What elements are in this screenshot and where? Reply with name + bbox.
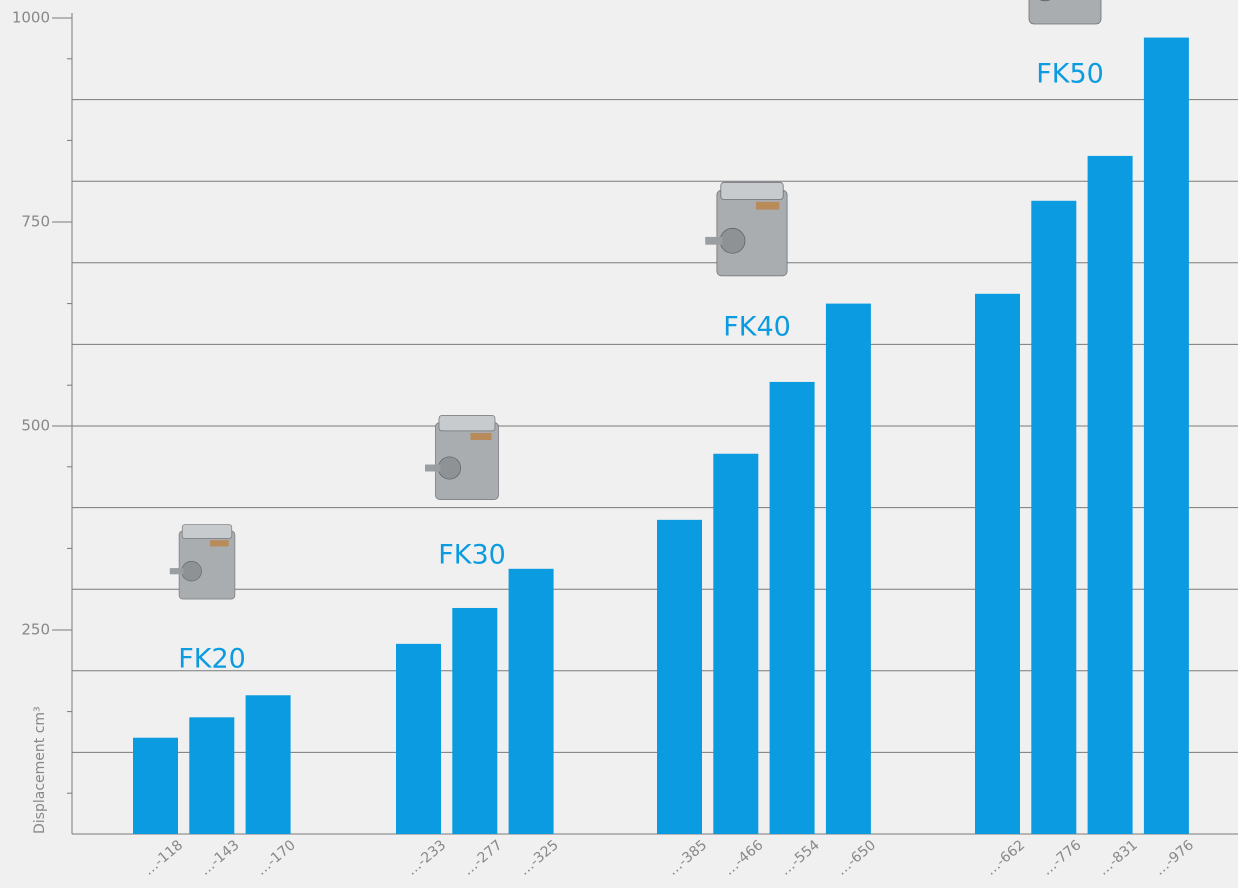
compressor-head — [438, 415, 496, 432]
compressor-image — [705, 181, 788, 277]
x-tick-label: …-650 — [834, 837, 879, 879]
bar — [975, 293, 1020, 835]
compressor-valve — [470, 433, 492, 440]
bar — [657, 519, 702, 834]
y-axis-label: Displacement cm³ — [32, 706, 48, 834]
x-tick-label: …-831 — [1095, 837, 1140, 879]
x-tick-label: …-143 — [197, 837, 242, 879]
compressor-hub — [437, 456, 462, 480]
group-label: FK20 — [178, 644, 246, 675]
compressor-hub — [181, 560, 202, 582]
y-tick-label: 250 — [21, 621, 50, 639]
x-tick-label: …-385 — [665, 837, 710, 879]
x-tick-label: …-976 — [1152, 837, 1197, 879]
y-tick-label: 750 — [21, 213, 50, 231]
y-tick-label: 500 — [21, 417, 50, 435]
bar — [133, 737, 178, 834]
compressor-hub — [719, 227, 746, 254]
x-tick-label: …-466 — [721, 837, 766, 879]
compressor-head — [181, 524, 233, 539]
bar — [396, 643, 441, 834]
x-tick-label: …-170 — [253, 837, 298, 879]
bar — [452, 607, 498, 834]
x-tick-label: …-233 — [404, 837, 449, 879]
compressor-valve — [755, 201, 780, 210]
x-tick-label: …-118 — [141, 837, 186, 879]
bar — [1031, 200, 1077, 834]
compressor-shaft — [425, 464, 441, 472]
group-label: FK30 — [438, 540, 506, 571]
compressor-image — [169, 524, 236, 600]
bar — [1143, 37, 1189, 835]
group-label: FK50 — [1036, 59, 1104, 90]
x-tick-label: …-662 — [983, 837, 1028, 879]
compressor-shaft — [705, 236, 723, 245]
bar — [825, 303, 871, 835]
x-tick-label: …-554 — [777, 837, 822, 879]
bar — [508, 568, 554, 834]
compressor-hub — [1039, 0, 1051, 2]
x-tick-label: …-776 — [1039, 837, 1084, 879]
compressor-image — [1028, 0, 1102, 25]
bar — [769, 381, 815, 834]
compressor-image — [425, 415, 499, 500]
compressor-valve — [210, 540, 229, 547]
compressor-head — [720, 181, 784, 200]
bar — [245, 695, 291, 834]
bar — [189, 717, 235, 834]
bar — [713, 453, 759, 834]
group-label: FK40 — [723, 312, 791, 343]
bar — [1087, 155, 1133, 835]
x-tick-label: …-325 — [516, 837, 561, 879]
compressor-shaft — [169, 568, 184, 575]
compressor-body — [1028, 0, 1102, 25]
y-tick-label: 1000 — [12, 9, 50, 27]
x-tick-label: …-277 — [460, 837, 505, 879]
